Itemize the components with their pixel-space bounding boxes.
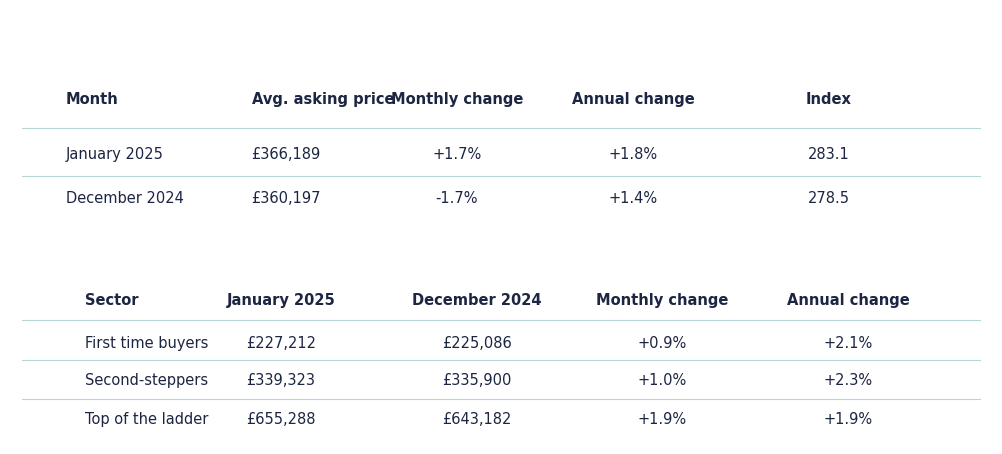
Text: Avg. asking price: Avg. asking price — [252, 92, 394, 107]
Text: National average asking price by market sector: National average asking price by market … — [143, 247, 624, 265]
Text: +1.0%: +1.0% — [637, 373, 687, 388]
Text: First time buyers: First time buyers — [85, 336, 208, 351]
Text: National average asking price: National average asking price — [350, 33, 652, 50]
Text: +1.4%: +1.4% — [608, 191, 657, 206]
Text: (excluding inner London): (excluding inner London) — [635, 247, 866, 265]
Text: +2.1%: +2.1% — [824, 336, 873, 351]
Text: December 2024: December 2024 — [412, 293, 541, 308]
Text: £643,182: £643,182 — [442, 412, 511, 427]
Text: 283.1: 283.1 — [808, 147, 850, 162]
Text: January 2025: January 2025 — [226, 293, 336, 308]
Text: +1.8%: +1.8% — [608, 147, 657, 162]
Text: Sector: Sector — [85, 293, 139, 308]
Text: £360,197: £360,197 — [252, 191, 321, 206]
Text: Index: Index — [806, 92, 852, 107]
Text: Monthly change: Monthly change — [391, 92, 523, 107]
Text: Monthly change: Monthly change — [596, 293, 728, 308]
Text: December 2024: December 2024 — [66, 191, 183, 206]
Text: +1.9%: +1.9% — [638, 412, 687, 427]
Text: Second-steppers: Second-steppers — [85, 373, 208, 388]
Text: £225,086: £225,086 — [442, 336, 511, 351]
Text: +2.3%: +2.3% — [824, 373, 873, 388]
Text: Annual change: Annual change — [572, 92, 694, 107]
Text: January 2025: January 2025 — [66, 147, 163, 162]
Text: -1.7%: -1.7% — [436, 191, 478, 206]
Text: £339,323: £339,323 — [246, 373, 316, 388]
Text: £335,900: £335,900 — [442, 373, 511, 388]
Text: £655,288: £655,288 — [246, 412, 316, 427]
Text: Month: Month — [66, 92, 118, 107]
Text: +1.9%: +1.9% — [824, 412, 873, 427]
Text: Annual change: Annual change — [787, 293, 910, 308]
Text: £227,212: £227,212 — [245, 336, 316, 351]
Text: +1.7%: +1.7% — [433, 147, 482, 162]
Text: +0.9%: +0.9% — [637, 336, 687, 351]
Text: £366,189: £366,189 — [252, 147, 321, 162]
Text: 278.5: 278.5 — [808, 191, 850, 206]
Text: Top of the ladder: Top of the ladder — [85, 412, 208, 427]
